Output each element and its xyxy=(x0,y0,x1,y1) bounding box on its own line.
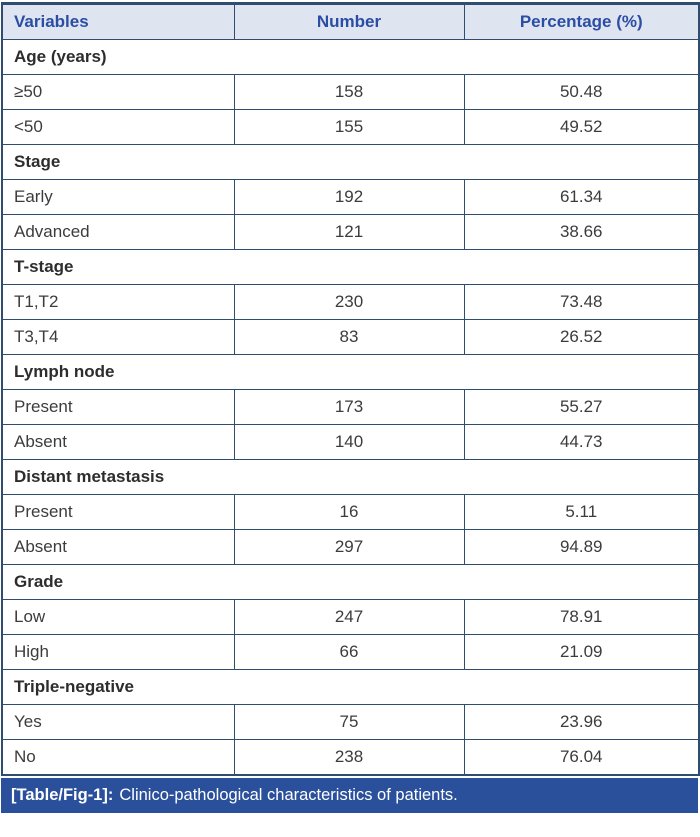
section-label: Age (years) xyxy=(1,39,700,75)
table-row: Present 173 55.27 xyxy=(1,389,700,425)
variable-cell: T3,T4 xyxy=(1,319,235,355)
percentage-cell: 49.52 xyxy=(463,109,700,145)
percentage-cell: 78.91 xyxy=(463,599,700,635)
section-header-row: Stage xyxy=(1,144,700,180)
number-cell: 75 xyxy=(233,704,465,740)
table-row: High 66 21.09 xyxy=(1,634,700,670)
section-header-row: Lymph node xyxy=(1,354,700,390)
column-header-variables: Variables xyxy=(1,3,235,40)
table-body: Age (years) ≥50 158 50.48 <50 155 49.52 Stage Ea… xyxy=(1,39,700,775)
percentage-cell: 38.66 xyxy=(463,214,700,250)
variable-cell: Early xyxy=(1,179,235,215)
table-row: Yes 75 23.96 xyxy=(1,704,700,740)
number-cell: 140 xyxy=(233,424,465,460)
number-cell: 66 xyxy=(233,634,465,670)
section-label: Triple-negative xyxy=(1,669,700,705)
variable-cell: Absent xyxy=(1,529,235,565)
percentage-cell: 50.48 xyxy=(463,74,700,110)
table-row: Low 247 78.91 xyxy=(1,599,700,635)
section-header-row: T-stage xyxy=(1,249,700,285)
percentage-cell: 44.73 xyxy=(463,424,700,460)
percentage-cell: 23.96 xyxy=(463,704,700,740)
variable-cell: ≥50 xyxy=(1,74,235,110)
table-row: Absent 297 94.89 xyxy=(1,529,700,565)
variable-cell: Low xyxy=(1,599,235,635)
table-caption: [Table/Fig-1]: Clinico-pathological char… xyxy=(1,777,698,813)
section-header-row: Age (years) xyxy=(1,39,700,75)
table-header: Variables Number Percentage (%) xyxy=(1,3,700,40)
table-row: T3,T4 83 26.52 xyxy=(1,319,700,355)
table-row: Early 192 61.34 xyxy=(1,179,700,215)
variable-cell: <50 xyxy=(1,109,235,145)
section-label: Lymph node xyxy=(1,354,700,390)
number-cell: 297 xyxy=(233,529,465,565)
percentage-cell: 26.52 xyxy=(463,319,700,355)
section-header-row: Triple-negative xyxy=(1,669,700,705)
section-header-row: Distant metastasis xyxy=(1,459,700,495)
variable-cell: Present xyxy=(1,494,235,530)
percentage-cell: 55.27 xyxy=(463,389,700,425)
number-cell: 238 xyxy=(233,739,465,775)
percentage-cell: 76.04 xyxy=(463,739,700,775)
number-cell: 247 xyxy=(233,599,465,635)
number-cell: 230 xyxy=(233,284,465,320)
percentage-cell: 73.48 xyxy=(463,284,700,320)
variable-cell: Present xyxy=(1,389,235,425)
variable-cell: T1,T2 xyxy=(1,284,235,320)
number-cell: 155 xyxy=(233,109,465,145)
caption-text: Clinico-pathological characteristics of … xyxy=(119,785,458,804)
table-row: Absent 140 44.73 xyxy=(1,424,700,460)
table-row: Present 16 5.11 xyxy=(1,494,700,530)
header-row: Variables Number Percentage (%) xyxy=(1,3,700,40)
table-row: Advanced 121 38.66 xyxy=(1,214,700,250)
variable-cell: Absent xyxy=(1,424,235,460)
column-header-number: Number xyxy=(233,3,465,40)
percentage-cell: 21.09 xyxy=(463,634,700,670)
number-cell: 121 xyxy=(233,214,465,250)
table-row: ≥50 158 50.48 xyxy=(1,74,700,110)
table-row: <50 155 49.52 xyxy=(1,109,700,145)
section-label: T-stage xyxy=(1,249,700,285)
percentage-cell: 61.34 xyxy=(463,179,700,215)
number-cell: 83 xyxy=(233,319,465,355)
section-label: Grade xyxy=(1,564,700,600)
percentage-cell: 5.11 xyxy=(463,494,700,530)
table-row: No 238 76.04 xyxy=(1,739,700,775)
caption-tag: [Table/Fig-1]: xyxy=(11,785,114,804)
variable-cell: No xyxy=(1,739,235,775)
clinico-pathological-table: Variables Number Percentage (%) Age (yea… xyxy=(1,2,700,776)
variable-cell: High xyxy=(1,634,235,670)
variable-cell: Yes xyxy=(1,704,235,740)
section-label: Stage xyxy=(1,144,700,180)
variable-cell: Advanced xyxy=(1,214,235,250)
number-cell: 158 xyxy=(233,74,465,110)
section-header-row: Grade xyxy=(1,564,700,600)
number-cell: 16 xyxy=(233,494,465,530)
section-label: Distant metastasis xyxy=(1,459,700,495)
column-header-percentage: Percentage (%) xyxy=(463,3,700,40)
number-cell: 173 xyxy=(233,389,465,425)
number-cell: 192 xyxy=(233,179,465,215)
table-row: T1,T2 230 73.48 xyxy=(1,284,700,320)
percentage-cell: 94.89 xyxy=(463,529,700,565)
